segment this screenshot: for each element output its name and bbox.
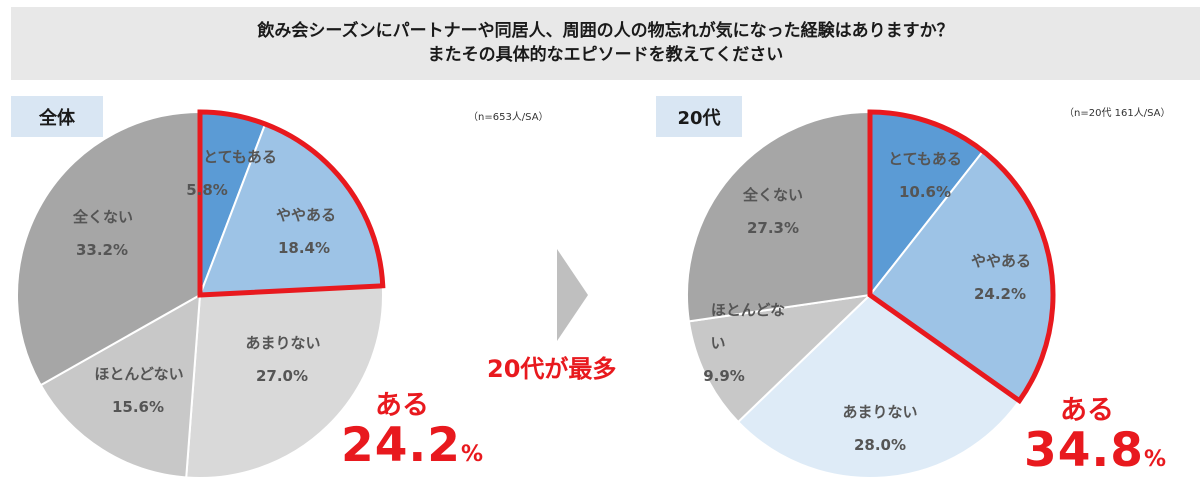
slice-value-1-2: 28.0% [854, 436, 906, 454]
slice-value-0-0: 5.8% [186, 181, 228, 199]
slice-value-1-1: 24.2% [974, 285, 1026, 303]
slice-value-0-3: 15.6% [112, 398, 164, 416]
slice-label-1-0: とてもある [888, 150, 962, 168]
highlight-unit-overall: % [460, 442, 485, 467]
slice-value-1-4: 27.3% [747, 219, 799, 237]
highlight-value-20s: 34.8% [1024, 423, 1167, 478]
highlight-outline-0 [197, 109, 386, 298]
pie-slice-0-4 [16, 110, 201, 387]
slice-label-0-4: 全くない [72, 208, 133, 226]
slice-label-0-0: とてもある [203, 148, 277, 166]
highlight-outline-1 [867, 109, 1056, 405]
slice-label-0-1: ややある [276, 206, 336, 224]
slice-label-1-3-a: ほとんどな [711, 301, 785, 319]
title-line-1: 飲み会シーズンにパートナーや同居人、周囲の人の物忘れが気になった経験はありますか… [257, 21, 954, 41]
pie-slice-0-3 [39, 293, 202, 479]
highlight-unit-20s: % [1143, 447, 1168, 472]
highlight-number-20s: 34.8 [1024, 423, 1144, 478]
slice-value-1-3: 9.9% [703, 367, 745, 385]
panel-label-overall: 全体 [11, 96, 103, 137]
highlight-value-overall: 24.2% [341, 418, 484, 473]
highlight-word-20s: ある [1060, 395, 1114, 426]
slice-label-1-2: あまりない [842, 403, 917, 421]
slice-label-1-4: 全くない [742, 186, 803, 204]
sample-note-overall: （n=653人/SA） [468, 112, 549, 123]
panel-label-20s: 20代 [656, 96, 742, 137]
title-line-2: またその具体的なエピソードを教えてください [427, 45, 784, 65]
pie-slice-1-2 [736, 293, 1021, 479]
arrow-right-icon [557, 249, 588, 341]
slice-label-0-2: あまりない [245, 334, 320, 352]
slice-value-0-1: 18.4% [278, 239, 330, 257]
slice-value-0-4: 33.2% [76, 241, 128, 259]
slice-label-1-1: ややある [971, 252, 1031, 270]
pie-slice-0-2 [185, 284, 384, 479]
title-banner: 飲み会シーズンにパートナーや同居人、周囲の人の物忘れが気になった経験はありますか… [11, 7, 1200, 80]
highlight-number-overall: 24.2 [341, 418, 461, 473]
sample-note-20s: （n=20代 161人/SA） [1064, 108, 1171, 119]
slice-value-1-0: 10.6% [899, 183, 951, 201]
slice-value-0-2: 27.0% [256, 367, 308, 385]
pie-slice-1-3 [687, 293, 873, 424]
slice-label-1-3-b: い [710, 334, 725, 352]
pie-slice-1-4 [686, 110, 871, 323]
arrow-label: 20代が最多 [487, 355, 617, 383]
highlight-word-overall: ある [375, 390, 429, 421]
slice-label-0-3: ほとんどない [94, 365, 183, 383]
